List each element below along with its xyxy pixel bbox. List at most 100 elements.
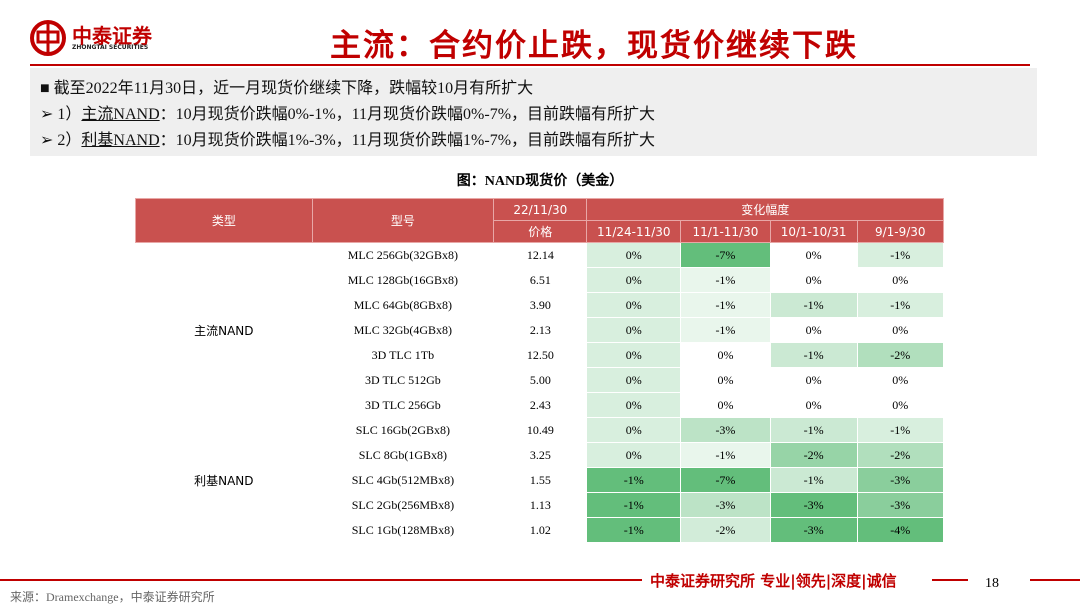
- model-cell: MLC 64Gb(8GBx8): [311, 292, 495, 318]
- change-cell: -1%: [769, 342, 858, 368]
- change-cell: -1%: [856, 292, 945, 318]
- table-row: 主流NAND MLC 256Gb(32GBx8) 12.14 0% -7% 0% -1%: [135, 242, 945, 418]
- change-cell: 0%: [586, 442, 682, 468]
- change-cell: 0%: [680, 342, 771, 368]
- headline-text: 截至2022年11月30日，近一月现货价继续下降，跌幅较10月有所扩大: [53, 80, 534, 97]
- change-cell: 0%: [856, 317, 945, 343]
- footer-slogan: 中泰证券研究所 专业|领先|深度|诚信: [650, 572, 897, 590]
- model-cell: 3D TLC 1Tb: [311, 342, 495, 368]
- price-table: 类型 型号 22/11/30 变化幅度 价格 11/24-11/30 11/1-11/30 1…: [135, 198, 945, 543]
- price-cell: 12.14: [493, 242, 588, 268]
- header-cell: 11/24-11/30: [586, 220, 682, 243]
- change-cell: -1%: [680, 442, 771, 468]
- bullet-text: ：10月现货价跌幅0%-1%，11月现货价跌幅0%-7%，目前跌幅有所扩大: [159, 106, 656, 123]
- change-cell: 0%: [856, 367, 945, 393]
- model-cell: SLC 2Gb(256MBx8): [311, 492, 495, 518]
- type-cell: 利基NAND: [135, 417, 313, 543]
- header-cell: 价格: [493, 220, 588, 243]
- change-cell: 0%: [769, 267, 858, 293]
- price-cell: 2.43: [493, 392, 588, 418]
- footer-rule: [1030, 579, 1080, 581]
- table-row: 3D TLC 1Tb 12.50 0% 0% -1% -2%: [136, 342, 945, 368]
- model-cell: SLC 8Gb(1GBx8): [311, 442, 495, 468]
- footer-rule: [0, 579, 642, 581]
- price-cell: 10.49: [493, 417, 588, 443]
- change-cell: -1%: [586, 492, 682, 518]
- slide-title: 主流：合约价止跌，现货价继续下跌: [330, 28, 858, 64]
- table-row: MLC 128Gb(16GBx8) 6.51 0% -1% 0% 0%: [136, 267, 945, 293]
- type-cell: 主流NAND: [135, 242, 313, 418]
- price-cell: 1.55: [493, 467, 588, 493]
- change-cell: 0%: [586, 267, 682, 293]
- change-cell: 0%: [586, 292, 682, 318]
- header-cell: 9/1-9/30: [856, 220, 945, 243]
- change-cell: -1%: [680, 267, 771, 293]
- header-row: 类型 型号 22/11/30 变化幅度: [135, 198, 944, 243]
- change-cell: 0%: [586, 317, 682, 343]
- table-row: MLC 32Gb(4GBx8) 2.13 0% -1% 0% 0%: [136, 317, 945, 343]
- change-cell: 0%: [586, 242, 682, 268]
- model-cell: 3D TLC 256Gb: [311, 392, 495, 418]
- header-row: 价格 11/24-11/30 11/1-11/30 10/1-10/31 9/1-9/3…: [136, 220, 945, 243]
- change-cell: 0%: [680, 392, 771, 418]
- logo-sub: ZHONGTAI SECURITIES: [72, 44, 149, 51]
- page-number: 18: [985, 576, 999, 591]
- table-row: MLC 64Gb(8GBx8) 3.90 0% -1% -1% -1%: [136, 292, 945, 318]
- price-cell: 1.13: [493, 492, 588, 518]
- logo-icon: [30, 20, 66, 56]
- header-cell: 22/11/30: [493, 198, 588, 221]
- change-cell: 0%: [586, 367, 682, 393]
- price-cell: 3.25: [493, 442, 588, 468]
- table-row: 3D TLC 512Gb 5.00 0% 0% 0% 0%: [136, 367, 945, 393]
- bullet-text: ：10月现货价跌幅1%-3%，11月现货价跌幅1%-7%，目前跌幅有所扩大: [159, 132, 656, 149]
- change-cell: 0%: [586, 342, 682, 368]
- change-cell: -2%: [856, 342, 945, 368]
- change-cell: -3%: [769, 517, 858, 543]
- price-cell: 5.00: [493, 367, 588, 393]
- logo-name: 中泰证券: [72, 24, 152, 48]
- price-cell: 2.13: [493, 317, 588, 343]
- change-cell: -1%: [680, 317, 771, 343]
- bullet-prefix: 1）: [57, 106, 82, 123]
- model-cell: MLC 256Gb(32GBx8): [311, 242, 495, 268]
- change-cell: 0%: [769, 367, 858, 393]
- table-row: SLC 8Gb(1GBx8) 3.25 0% -1% -2% -2%: [136, 442, 945, 468]
- bullet: ➢ 1）主流NAND：10月现货价跌幅0%-1%，11月现货价跌幅0%-7%，目…: [40, 106, 656, 123]
- change-cell: 0%: [856, 267, 945, 293]
- header-cell: 类型: [135, 198, 313, 243]
- header-cell: 型号: [311, 198, 495, 243]
- source: 来源：Dramexchange，中泰证券研究所: [10, 590, 215, 604]
- change-cell: -7%: [680, 467, 771, 493]
- change-cell: -1%: [856, 417, 945, 443]
- header-cell: 变化幅度: [586, 198, 944, 221]
- model-cell: SLC 16Gb(2GBx8): [311, 417, 495, 443]
- model-cell: 3D TLC 512Gb: [311, 367, 495, 393]
- change-cell: -2%: [856, 442, 945, 468]
- headline: ■ 截至2022年11月30日，近一月现货价继续下降，跌幅较10月有所扩大: [40, 80, 534, 97]
- bullet-prefix: 2）: [57, 132, 82, 149]
- change-cell: 0%: [586, 417, 682, 443]
- change-cell: -3%: [769, 492, 858, 518]
- change-cell: -1%: [769, 417, 858, 443]
- change-cell: -3%: [680, 492, 771, 518]
- change-cell: -7%: [680, 242, 771, 268]
- change-cell: 0%: [769, 392, 858, 418]
- table-row: SLC 1Gb(128MBx8) 1.02 -1% -2% -3% -4%: [136, 517, 945, 543]
- price-cell: 3.90: [493, 292, 588, 318]
- change-cell: 0%: [680, 367, 771, 393]
- change-cell: -4%: [856, 517, 945, 543]
- change-cell: -1%: [680, 292, 771, 318]
- caption: 图：NAND现货价（美金）: [456, 174, 624, 189]
- title-rule: [30, 64, 1030, 66]
- change-cell: 0%: [769, 242, 858, 268]
- bullet: ➢ 2）利基NAND：10月现货价跌幅1%-3%，11月现货价跌幅1%-7%，目…: [40, 132, 656, 149]
- change-cell: -3%: [856, 467, 945, 493]
- bullet-term: 利基NAND: [81, 132, 160, 149]
- change-cell: -2%: [769, 442, 858, 468]
- table-row: 3D TLC 256Gb 2.43 0% 0% 0% 0%: [136, 392, 945, 418]
- model-cell: SLC 1Gb(128MBx8): [311, 517, 495, 543]
- header-cell: 11/1-11/30: [680, 220, 771, 243]
- change-cell: -1%: [586, 517, 682, 543]
- summary-box: ■ 截至2022年11月30日，近一月现货价继续下降，跌幅较10月有所扩大 ➢ …: [30, 68, 1037, 156]
